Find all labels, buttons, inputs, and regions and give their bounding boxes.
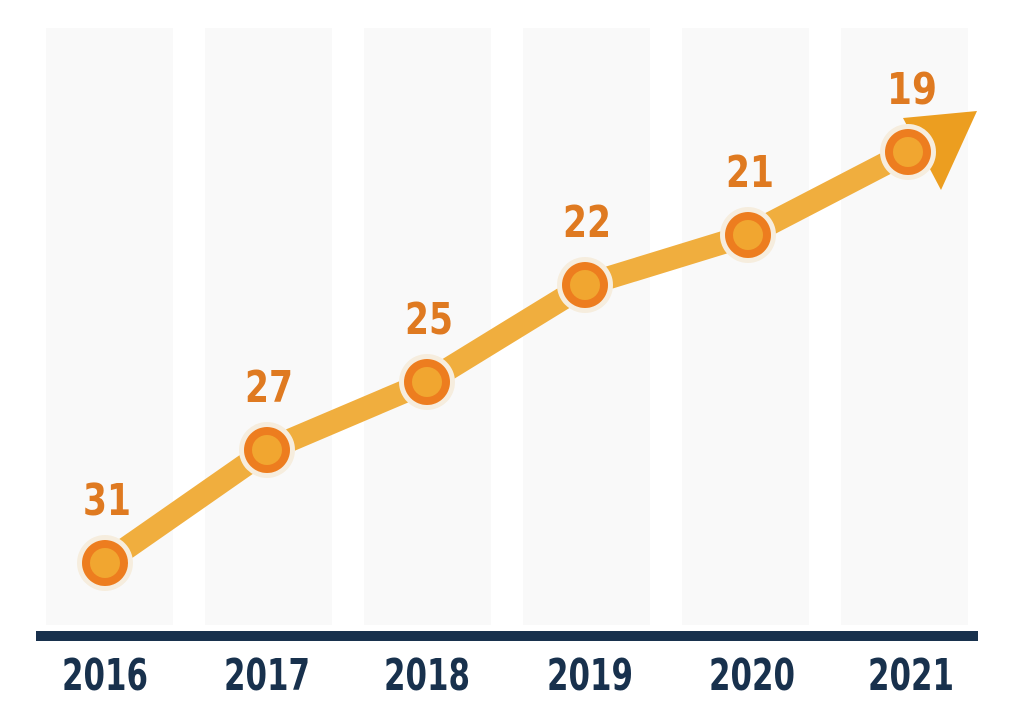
value-label-2021: 19 xyxy=(887,64,937,115)
x-axis-tick-labels: 2016 2017 2018 2019 2020 2021 xyxy=(62,650,954,701)
year-band-2020 xyxy=(682,28,809,625)
marker-core xyxy=(252,435,282,465)
year-band-2018 xyxy=(364,28,491,625)
year-label-2017: 2017 xyxy=(224,650,310,701)
year-label-2021: 2021 xyxy=(868,650,954,701)
value-label-2020: 21 xyxy=(726,147,774,198)
year-label-2019: 2019 xyxy=(547,650,633,701)
value-label-group: 31 27 25 22 21 19 xyxy=(83,64,937,526)
x-axis-line xyxy=(36,631,978,641)
year-band-2017 xyxy=(205,28,332,625)
marker-core xyxy=(893,137,923,167)
year-band-2019 xyxy=(523,28,650,625)
value-label-2016: 31 xyxy=(83,475,131,526)
marker-core xyxy=(90,548,120,578)
value-label-2019: 22 xyxy=(563,197,611,248)
marker-core xyxy=(412,367,442,397)
value-label-2017: 27 xyxy=(245,362,293,413)
year-label-2018: 2018 xyxy=(384,650,470,701)
marker-core xyxy=(570,270,600,300)
value-label-2018: 25 xyxy=(405,294,453,345)
data-point-marker-2018 xyxy=(399,354,455,410)
data-point-marker-2021 xyxy=(880,124,936,180)
data-point-marker-2020 xyxy=(720,207,776,263)
data-point-marker-2019 xyxy=(557,257,613,313)
year-label-2020: 2020 xyxy=(709,650,795,701)
year-label-2016: 2016 xyxy=(62,650,148,701)
data-point-marker-2016 xyxy=(77,535,133,591)
year-band-group xyxy=(46,28,968,625)
marker-core xyxy=(733,220,763,250)
data-point-marker-2017 xyxy=(239,422,295,478)
